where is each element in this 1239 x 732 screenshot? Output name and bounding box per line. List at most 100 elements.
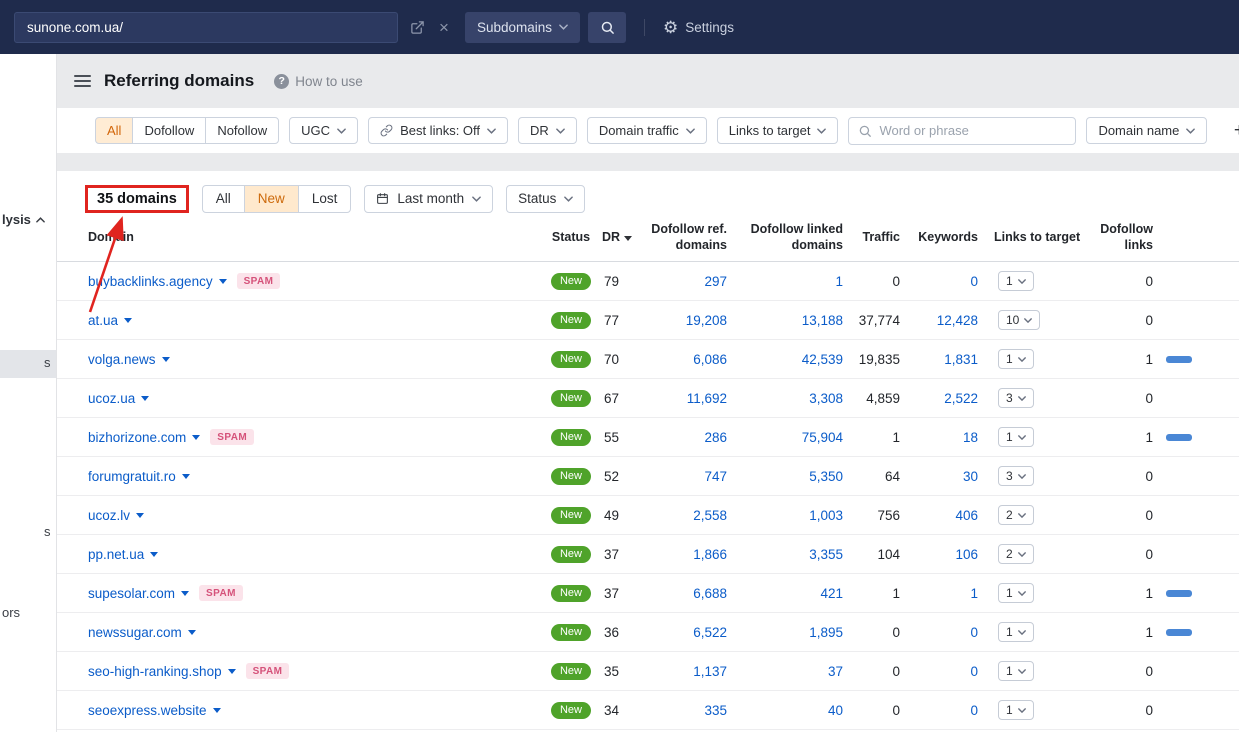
dofollow-ref-domains-value[interactable]: 6,688 [693,585,727,601]
domain-caret-icon[interactable] [212,707,221,713]
dofollow-linked-domains-value[interactable]: 5,350 [809,468,843,484]
links-to-target-select[interactable]: 1 [998,349,1034,369]
domain-link[interactable]: buybacklinks.agency [88,274,227,289]
domain-name-filter-dropdown[interactable]: Domain name [1086,117,1208,144]
dofollow-linked-domains-value[interactable]: 1 [835,273,843,289]
segment-lost[interactable]: Lost [297,184,352,213]
best-links-filter-dropdown[interactable]: Best links: Off [368,117,509,144]
ugc-filter-dropdown[interactable]: UGC [289,117,359,144]
dofollow-linked-domains-value[interactable]: 3,308 [809,390,843,406]
dofollow-linked-domains-value[interactable]: 40 [827,702,843,718]
links-to-target-select[interactable]: 1 [998,583,1034,603]
domain-caret-icon[interactable] [181,590,190,596]
subdomains-mode-dropdown[interactable]: Subdomains [464,11,580,43]
domain-caret-icon[interactable] [192,434,201,440]
word-search-input[interactable] [879,123,1067,138]
keywords-value[interactable]: 1,831 [944,351,978,367]
clear-target-icon[interactable]: × [439,17,449,37]
links-to-target-select[interactable]: 2 [998,505,1034,525]
open-in-new-tab-icon[interactable] [410,20,425,35]
links-to-target-select[interactable]: 3 [998,466,1034,486]
domain-link[interactable]: seoexpress.website [88,703,221,718]
dofollow-ref-domains-value[interactable]: 1,866 [693,546,727,562]
sidebar-active-item[interactable] [0,350,56,378]
links-to-target-select[interactable]: 1 [998,427,1034,447]
period-dropdown[interactable]: Last month [364,184,494,213]
domain-link[interactable]: supesolar.com [88,586,190,601]
domain-link[interactable]: newssugar.com [88,625,196,640]
dofollow-linked-domains-value[interactable]: 3,355 [809,546,843,562]
sidebar-item[interactable]: s [44,355,51,370]
segment-all[interactable]: All [201,184,245,213]
domain-link[interactable]: bizhorizone.com [88,430,201,445]
domain-caret-icon[interactable] [141,395,150,401]
links-to-target-select[interactable]: 3 [998,388,1034,408]
sidebar-item[interactable]: ors [2,605,21,620]
sidebar-item[interactable]: s [44,524,51,539]
keywords-value[interactable]: 30 [962,468,978,484]
links-to-target-select[interactable]: 1 [998,661,1034,681]
segment-new[interactable]: New [243,184,299,213]
keywords-value[interactable]: 0 [970,273,978,289]
dofollow-ref-domains-value[interactable]: 11,692 [686,390,727,406]
dofollow-linked-domains-value[interactable]: 421 [820,585,843,601]
dofollow-ref-domains-value[interactable]: 297 [704,273,727,289]
col-dr-sort[interactable]: DR [602,230,642,246]
dofollow-ref-domains-value[interactable]: 6,522 [693,624,727,640]
domain-link[interactable]: ucoz.ua [88,391,150,406]
domain-link[interactable]: ucoz.lv [88,508,145,523]
keywords-value[interactable]: 1 [970,585,978,601]
domain-link[interactable]: at.ua [88,313,133,328]
keywords-value[interactable]: 0 [970,624,978,640]
dofollow-linked-domains-value[interactable]: 37 [827,663,843,679]
domain-traffic-filter-dropdown[interactable]: Domain traffic [586,117,707,144]
keywords-value[interactable]: 2,522 [944,390,978,406]
links-to-target-select[interactable]: 1 [998,622,1034,642]
settings-button[interactable]: ⚙ Settings [644,18,734,36]
status-dropdown[interactable]: Status [506,184,586,213]
links-to-target-filter-dropdown[interactable]: Links to target [716,117,839,144]
dofollow-linked-domains-value[interactable]: 1,003 [809,507,843,523]
keywords-value[interactable]: 0 [970,663,978,679]
domain-caret-icon[interactable] [124,317,133,323]
dofollow-ref-domains-value[interactable]: 2,558 [693,507,727,523]
add-filter-button[interactable]: + [1234,120,1239,142]
domain-caret-icon[interactable] [187,629,196,635]
domain-link[interactable]: forumgratuit.ro [88,469,190,484]
domain-caret-icon[interactable] [161,356,170,362]
menu-icon[interactable] [74,72,91,90]
how-to-use-link[interactable]: ? How to use [274,73,363,89]
links-to-target-select[interactable]: 2 [998,544,1034,564]
links-to-target-select[interactable]: 1 [998,700,1034,720]
keywords-value[interactable]: 406 [955,507,978,523]
domain-link[interactable]: volga.news [88,352,170,367]
target-url-input[interactable] [14,11,398,43]
tab-nofollow[interactable]: Nofollow [205,117,280,144]
dofollow-linked-domains-value[interactable]: 13,188 [801,312,843,328]
domain-caret-icon[interactable] [150,551,159,557]
links-to-target-select[interactable]: 10 [998,310,1041,330]
dofollow-ref-domains-value[interactable]: 19,208 [685,312,727,328]
dofollow-ref-domains-value[interactable]: 6,086 [693,351,727,367]
dofollow-linked-domains-value[interactable]: 75,904 [801,429,843,445]
domain-caret-icon[interactable] [227,668,236,674]
domain-link[interactable]: seo-high-ranking.shop [88,664,236,679]
dofollow-ref-domains-value[interactable]: 747 [704,468,727,484]
domain-caret-icon[interactable] [181,473,190,479]
dofollow-ref-domains-value[interactable]: 286 [704,429,727,445]
dofollow-ref-domains-value[interactable]: 1,137 [693,663,727,679]
tab-dofollow[interactable]: Dofollow [132,117,207,144]
search-button[interactable] [588,11,626,43]
sidebar-item-analysis[interactable]: lysis [2,212,45,227]
links-to-target-select[interactable]: 1 [998,271,1034,291]
domain-caret-icon[interactable] [218,278,227,284]
keywords-value[interactable]: 0 [970,702,978,718]
dofollow-linked-domains-value[interactable]: 42,539 [801,351,843,367]
dr-filter-dropdown[interactable]: DR [518,117,577,144]
domain-caret-icon[interactable] [136,512,145,518]
dofollow-ref-domains-value[interactable]: 335 [704,702,727,718]
keywords-value[interactable]: 12,428 [936,312,978,328]
dofollow-linked-domains-value[interactable]: 1,895 [809,624,843,640]
keywords-value[interactable]: 18 [962,429,978,445]
domain-link[interactable]: pp.net.ua [88,547,159,562]
